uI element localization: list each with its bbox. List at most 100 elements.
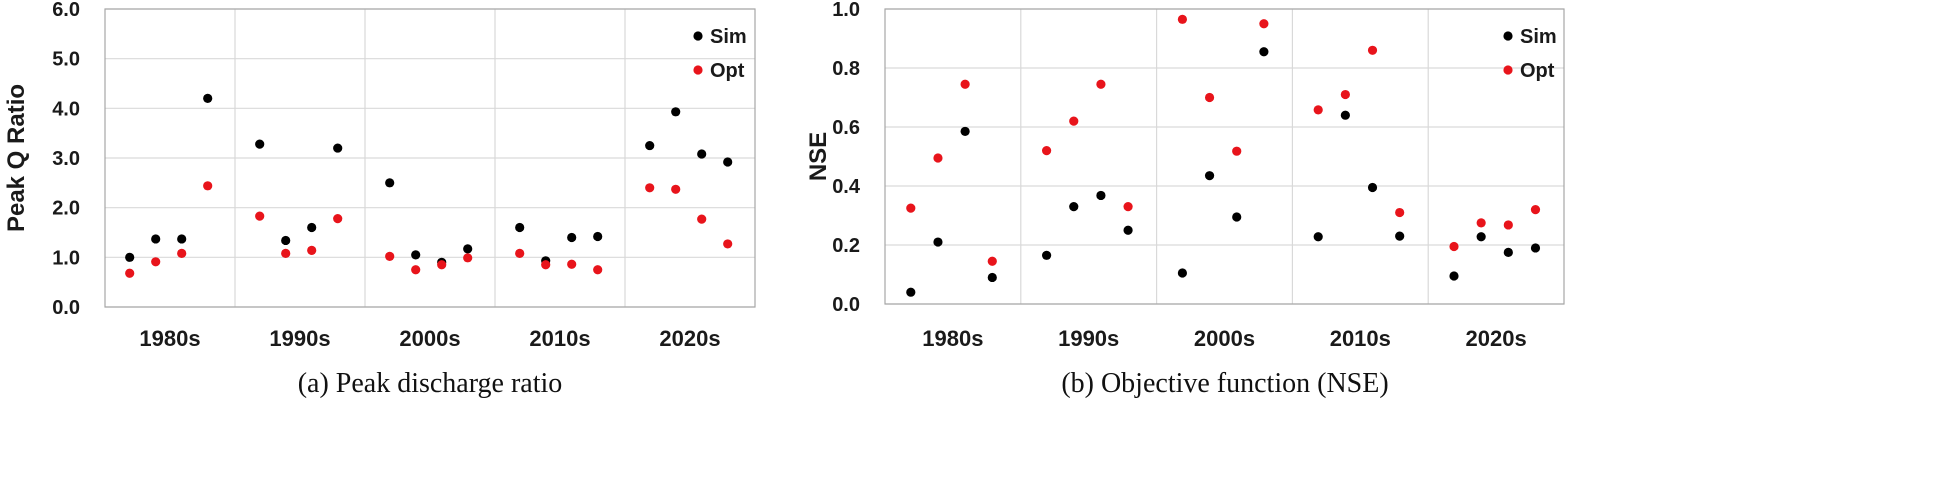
sim-point	[1177, 268, 1188, 278]
sim-point	[203, 93, 213, 103]
opt-point	[177, 248, 187, 258]
opt-point	[1232, 146, 1242, 156]
opt-point	[255, 211, 265, 221]
category-label: 2020s	[659, 326, 720, 351]
sim-point	[567, 232, 577, 243]
sim-point	[307, 222, 317, 233]
sim-point	[281, 235, 291, 246]
panel-a: 0.0 1.0 2.0 3.0 4.0 5.0 6.0 1980s 1990s 2000s 201…	[3, 0, 756, 399]
opt-point	[125, 268, 135, 278]
y-tick-label: 0.6	[832, 117, 860, 139]
legend-sim-marker	[693, 31, 703, 41]
y-tick-label: 2.0	[52, 198, 80, 220]
y-tick-label: 0.8	[832, 58, 860, 80]
opt-point	[1042, 146, 1052, 156]
category-label: 2000s	[1194, 326, 1255, 351]
sim-point	[333, 143, 343, 153]
y-tick-label: 0.0	[832, 294, 860, 316]
sim-point	[1367, 182, 1378, 193]
sim-point	[1449, 271, 1459, 281]
opt-point	[437, 260, 447, 270]
opt-point	[463, 253, 473, 263]
opt-point	[1503, 220, 1513, 230]
opt-point	[1069, 116, 1079, 126]
sim-point	[1476, 232, 1486, 242]
sim-point	[1123, 225, 1133, 235]
y-tick-label: 1.0	[52, 247, 80, 269]
opt-point	[1340, 89, 1350, 100]
panel-a-y-tick-labels: 0.0 1.0 2.0 3.0 4.0 5.0 6.0	[52, 0, 80, 319]
y-tick-label: 4.0	[52, 98, 80, 120]
opt-point	[1123, 202, 1133, 212]
category-label: 2010s	[1330, 326, 1391, 351]
y-tick-label: 0.2	[832, 235, 860, 257]
panel-b-category-labels: 1980s 1990s 2000s 2010s 2020s	[922, 326, 1526, 351]
category-label: 2020s	[1466, 326, 1527, 351]
panel-a-grid	[105, 8, 755, 308]
panel-b-data-points	[906, 14, 1541, 297]
sim-point	[593, 231, 603, 242]
y-tick-label: 3.0	[52, 148, 80, 170]
panel-b-legend: Sim Opt	[1503, 26, 1557, 82]
y-tick-label: 1.0	[832, 0, 860, 21]
opt-point	[671, 184, 681, 194]
sim-point	[723, 157, 733, 167]
sim-point	[255, 139, 265, 149]
panel-a-caption: (a) Peak discharge ratio	[298, 368, 563, 399]
y-tick-label: 0.0	[52, 297, 80, 319]
opt-point	[1530, 205, 1541, 215]
sim-point	[1313, 232, 1323, 242]
opt-point	[333, 213, 343, 224]
opt-point	[411, 265, 421, 275]
opt-point	[1449, 241, 1459, 252]
opt-point	[1204, 92, 1215, 103]
panel-b-plot-frame	[884, 8, 1565, 305]
y-tick-label: 0.4	[832, 176, 861, 198]
category-label: 1990s	[269, 326, 330, 351]
sim-point	[1503, 247, 1513, 257]
opt-point	[1313, 105, 1323, 115]
sim-point	[987, 272, 997, 283]
opt-point	[723, 239, 733, 249]
opt-point	[987, 256, 997, 266]
opt-point	[697, 214, 707, 224]
panel-a-category-labels: 1980s 1990s 2000s 2010s 2020s	[139, 326, 720, 351]
legend-opt-label: Opt	[1520, 60, 1555, 82]
opt-point	[385, 251, 395, 261]
sim-point	[411, 250, 421, 260]
sim-point	[1096, 190, 1106, 201]
opt-point	[1096, 79, 1106, 89]
opt-point	[307, 245, 317, 255]
sim-point	[385, 178, 395, 188]
sim-point	[151, 234, 161, 244]
sim-point	[177, 234, 187, 244]
opt-point	[1395, 207, 1405, 218]
opt-point	[960, 79, 970, 89]
y-tick-label: 5.0	[52, 49, 80, 71]
panel-a-y-axis-label: Peak Q Ratio	[3, 84, 30, 232]
sim-point	[697, 149, 707, 159]
sim-point	[1232, 212, 1242, 222]
panel-b-grid	[885, 8, 1564, 305]
legend-sim-label: Sim	[1520, 26, 1557, 48]
legend-opt-marker	[693, 65, 703, 75]
category-label: 2000s	[399, 326, 460, 351]
opt-point	[593, 265, 603, 275]
sim-point	[1395, 231, 1405, 241]
sim-point	[1530, 243, 1541, 253]
sim-point	[125, 252, 135, 262]
sim-point	[463, 244, 473, 254]
sim-point	[515, 222, 525, 233]
panel-b: 0.0 0.2 0.4 0.6 0.8 1.0 1980s 1990s 2000s 2010s 2…	[805, 0, 1565, 399]
sim-point	[671, 107, 681, 117]
opt-point	[515, 248, 525, 258]
sim-point	[1042, 250, 1052, 260]
opt-point	[906, 203, 916, 213]
y-tick-label: 6.0	[52, 0, 80, 21]
opt-point	[1259, 19, 1269, 29]
opt-point	[541, 260, 551, 270]
opt-point	[1177, 14, 1188, 24]
category-label: 2010s	[529, 326, 590, 351]
legend-opt-label: Opt	[710, 60, 745, 82]
